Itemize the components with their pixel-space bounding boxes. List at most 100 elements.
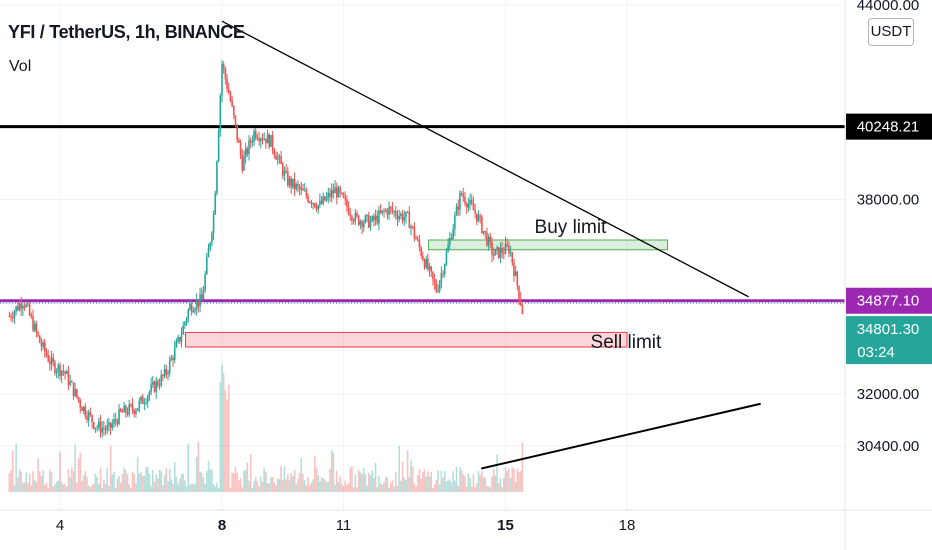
volume-bar xyxy=(113,472,115,492)
candle-body xyxy=(295,184,298,189)
volume-bar xyxy=(430,471,433,492)
volume-bar xyxy=(96,476,98,492)
volume-bar xyxy=(381,484,384,492)
volume-bar xyxy=(71,467,73,492)
candle-body xyxy=(187,309,190,319)
volume-bar xyxy=(410,459,412,492)
trend-lines[interactable] xyxy=(221,20,761,470)
volume-label[interactable]: Vol xyxy=(9,58,32,75)
time-axis[interactable]: 4 8 11 15 18 xyxy=(56,517,636,534)
currency-button[interactable]: USDT xyxy=(868,18,914,46)
volume-bar xyxy=(342,486,345,492)
candle-body xyxy=(416,239,419,241)
candle-body xyxy=(482,230,485,233)
volume-bar xyxy=(334,484,336,492)
candle-body xyxy=(222,63,225,69)
candle-body xyxy=(327,192,330,197)
volume-bar xyxy=(45,482,48,492)
volume-bar xyxy=(455,466,458,492)
candle-body xyxy=(57,365,60,372)
candle-body xyxy=(513,262,515,276)
candle-body xyxy=(287,172,289,186)
horizontal-lines[interactable] xyxy=(0,125,845,304)
candle-body xyxy=(45,351,48,356)
buy-limit-zone xyxy=(428,239,668,251)
candle-body xyxy=(152,381,154,385)
candle-body xyxy=(364,215,367,223)
volume-bar xyxy=(172,483,174,492)
volume-bar xyxy=(227,384,230,492)
candle-body xyxy=(344,197,346,200)
price-axis[interactable]: 44000.00 38000.00 32000.00 30400.00 xyxy=(857,0,920,455)
volume-bar xyxy=(354,474,357,492)
candle-body xyxy=(422,255,424,261)
volume-bar xyxy=(35,482,38,492)
candle-body xyxy=(438,281,441,291)
candle-body xyxy=(263,138,265,140)
volume-bar xyxy=(511,467,514,492)
volume-bar xyxy=(361,474,363,492)
volume-bar xyxy=(52,486,55,492)
candle-body xyxy=(325,196,328,201)
volume-bar xyxy=(438,484,441,492)
volume-bar xyxy=(42,469,44,492)
candle-body xyxy=(131,404,134,410)
volume-bar xyxy=(513,468,515,492)
volume-bar xyxy=(329,468,331,492)
volume-bar xyxy=(300,458,303,492)
volume-bar xyxy=(221,364,223,492)
volume-bar xyxy=(281,479,284,492)
candle-body xyxy=(98,421,100,428)
candle-body xyxy=(77,397,80,401)
candle-body xyxy=(288,178,291,186)
candle-body xyxy=(165,368,168,375)
candle-body xyxy=(175,341,178,348)
candle-body xyxy=(101,427,103,433)
volume-bar xyxy=(22,482,24,492)
volume-bar xyxy=(140,471,142,492)
volume-bar xyxy=(233,473,235,492)
volume-bar xyxy=(125,470,127,492)
candle-body xyxy=(170,357,173,361)
volume-bar xyxy=(516,468,519,492)
price-tick-label: 44000.00 xyxy=(857,0,920,14)
candle-body xyxy=(356,213,358,216)
candle-body xyxy=(60,370,63,376)
candle-body xyxy=(10,316,12,318)
candle-body xyxy=(516,271,519,286)
volume-bar xyxy=(445,481,448,492)
volume-bar xyxy=(373,478,375,492)
candle-body xyxy=(256,137,259,139)
candle-body xyxy=(383,210,385,212)
volume-bar xyxy=(167,481,169,492)
volume-bar xyxy=(177,483,179,492)
symbol-title[interactable]: YFI / TetherUS, 1h, BINANCE xyxy=(8,22,245,42)
candle-body xyxy=(373,216,375,221)
volume-bar xyxy=(98,484,100,492)
volume-bar xyxy=(173,462,176,492)
candlestick-series xyxy=(8,60,524,438)
volume-bar xyxy=(109,445,112,492)
candle-body xyxy=(275,155,277,160)
candle-body xyxy=(173,347,176,360)
candle-body xyxy=(248,140,250,155)
volume-bar xyxy=(60,481,63,492)
candle-body xyxy=(411,226,414,228)
volume-bar xyxy=(119,482,122,492)
time-tick-label: 15 xyxy=(497,517,514,534)
candle-body xyxy=(72,382,75,396)
volume-bar xyxy=(514,481,517,492)
candle-body xyxy=(280,156,282,165)
volume-bar xyxy=(395,471,397,492)
candle-body xyxy=(449,238,451,245)
volume-bar xyxy=(324,479,326,492)
volume-bar xyxy=(86,476,88,492)
volume-bar xyxy=(379,483,382,492)
volume-bar xyxy=(87,485,90,492)
volume-bar xyxy=(254,476,257,492)
volume-bar xyxy=(356,487,358,492)
candle-body xyxy=(197,300,200,307)
candle-body xyxy=(92,422,95,429)
candle-body xyxy=(310,201,313,205)
